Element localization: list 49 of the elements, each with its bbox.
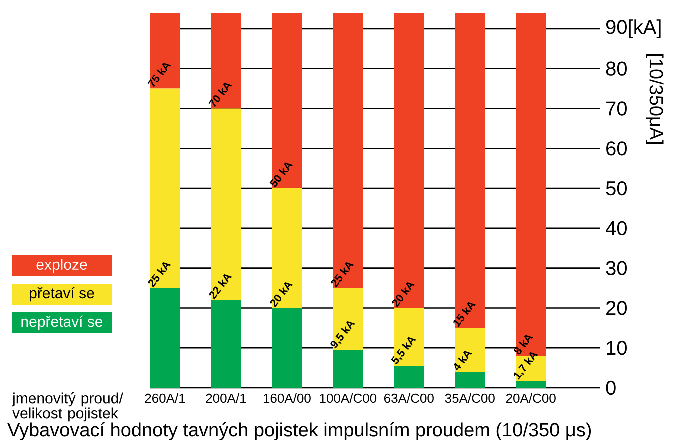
- y-tick-label: 0: [606, 380, 616, 396]
- annotation: 20 kA: [392, 282, 416, 308]
- x-tick-label: 200A/1: [206, 394, 246, 404]
- data-label: 22 kA: [209, 274, 232, 300]
- y-tick-label: 10: [607, 341, 627, 356]
- data-label: 5,5 kA: [391, 337, 416, 364]
- bar: [516, 381, 546, 388]
- text: nepřetaví se: [22, 316, 103, 330]
- bar: [150, 288, 180, 388]
- x-tick-label: 260A/1: [145, 394, 186, 404]
- text: přetaví se: [30, 287, 94, 302]
- bar: [333, 350, 364, 388]
- x-tick-label: 63A/C00: [384, 394, 434, 404]
- y-tick-label: 40: [606, 221, 627, 236]
- bar: [272, 308, 302, 388]
- bar: [455, 328, 486, 372]
- y-tick-label: 50: [606, 181, 627, 196]
- bar: [455, 13, 486, 328]
- annotation: 50 kA: [270, 162, 294, 188]
- bar: [272, 188, 302, 308]
- y-tick-label: 30: [606, 261, 627, 276]
- annotation: 70 kA: [208, 82, 232, 108]
- y-axis-title: [10/350μA]: [646, 54, 664, 144]
- x-tick-label: 20A/C00: [506, 394, 556, 404]
- bar: [150, 88, 180, 288]
- bar: [211, 300, 242, 388]
- annotation: 75 kA: [148, 63, 172, 88]
- x-tick-label: 35A/C00: [445, 394, 495, 404]
- text: exploze: [36, 259, 88, 273]
- annotation: 15 kA: [454, 302, 476, 328]
- data-label: 20 kA: [270, 282, 294, 308]
- bar: [333, 13, 364, 288]
- bar: [455, 372, 486, 388]
- text: Vybavovací hodnoty tavných pojistek impulsním proudem (10/350 μs): [8, 422, 592, 440]
- x-axis-title: jmenovitý proud/ velikost pojistek: [12, 392, 124, 422]
- y-tick-label: 20: [606, 301, 627, 316]
- bar: [394, 13, 424, 308]
- y-tick-label: 60: [606, 142, 627, 156]
- bar: [211, 108, 242, 300]
- bar: [394, 366, 424, 388]
- y-tick-label: 80: [606, 62, 627, 76]
- annotation: 25 kA: [331, 262, 354, 288]
- x-tick-label: 100A/C00: [320, 394, 377, 404]
- y-tick-label: 90[kA]: [606, 20, 661, 38]
- y-tick-label: 70: [606, 102, 627, 116]
- data-label: 25 kA: [148, 262, 172, 288]
- data-label: 9,5 kA: [330, 321, 356, 348]
- data-label: 4 kA: [454, 351, 472, 371]
- x-tick-label: 160A/00: [264, 394, 311, 404]
